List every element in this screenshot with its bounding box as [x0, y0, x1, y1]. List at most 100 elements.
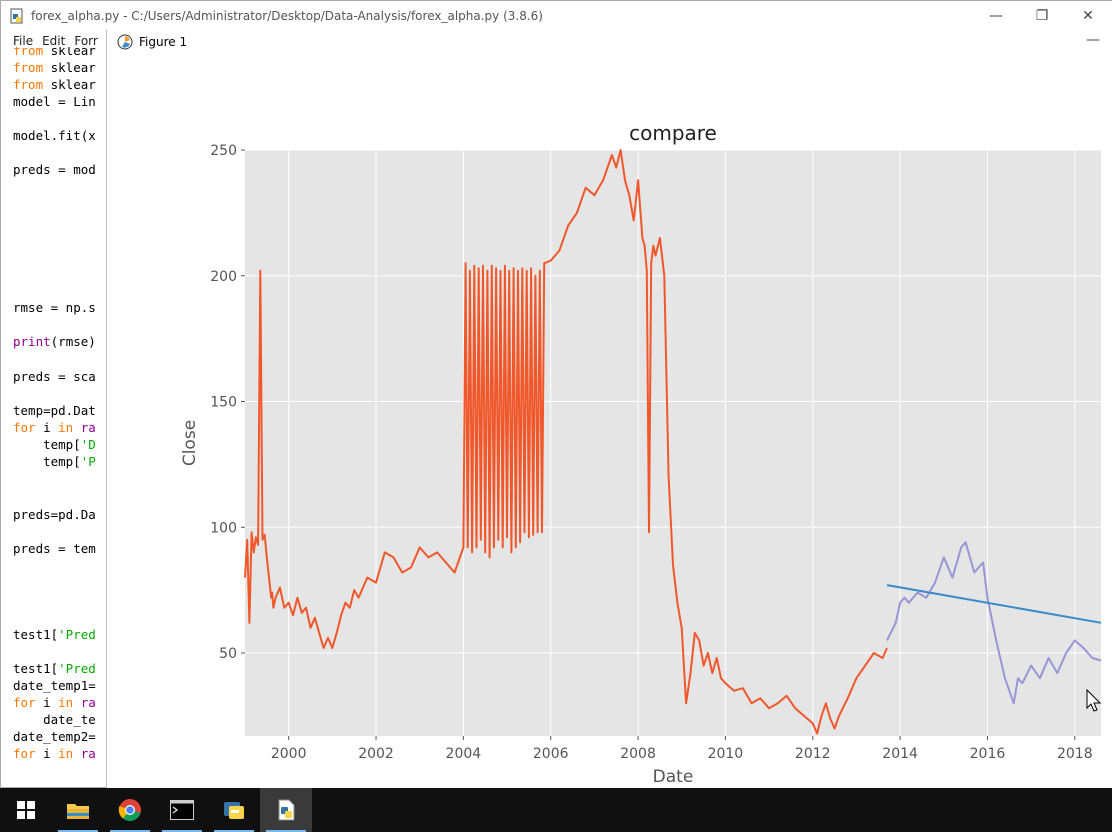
figure-title-text: Figure 1	[139, 35, 188, 49]
x-tick-label: 2010	[708, 746, 744, 762]
menu-edit[interactable]: Edit	[42, 34, 66, 48]
series-line-pred	[886, 584, 1102, 624]
mouse-cursor-icon	[1086, 688, 1102, 712]
code-line: preds = sca	[13, 369, 96, 384]
x-tick-label: 2018	[1057, 746, 1093, 762]
y-tick-label: 150	[210, 395, 237, 411]
y-tick-label: 200	[210, 269, 237, 285]
menu-file[interactable]: File	[13, 34, 34, 48]
terminal-icon	[170, 800, 194, 820]
chrome-icon	[118, 799, 141, 821]
python-file-icon	[10, 8, 23, 24]
code-token: preds = sca	[13, 369, 96, 384]
code-line: temp['P	[13, 454, 96, 469]
python-icon	[224, 802, 244, 819]
window-controls: — ❐ ✕	[973, 1, 1111, 31]
code-line: date_temp2=	[13, 729, 96, 744]
matplotlib-figure-window: 2000 2002 2004 2006 2008 2010 2012 2014 2016 2018…	[106, 30, 1112, 788]
taskbar-command-prompt[interactable]	[156, 788, 208, 832]
code-token: temp[	[13, 437, 81, 452]
code-line: preds = mod	[13, 162, 96, 177]
figure-minimize-button[interactable]: —	[1086, 32, 1100, 48]
series-line-valid	[886, 541, 1102, 705]
code-token: 'Pred	[58, 627, 96, 642]
x-tick-label: 2008	[620, 746, 656, 762]
code-line: date_temp1=	[13, 678, 96, 693]
code-token: 'D	[80, 437, 96, 452]
matplotlib-icon	[117, 34, 133, 50]
code-line: test1['Pred	[13, 661, 96, 676]
code-line: temp=pd.Dat	[13, 403, 96, 418]
code-token: ra	[80, 420, 96, 435]
window-title: forex_alpha.py - C:/Users/Administrator/…	[31, 9, 543, 23]
taskbar-python-file[interactable]	[260, 788, 312, 832]
code-line: model = Lin	[13, 94, 96, 109]
code-token: test1[	[13, 627, 59, 642]
code-line: from sklear	[13, 47, 96, 58]
code-token: from	[13, 60, 44, 75]
close-button[interactable]: ✕	[1082, 8, 1094, 24]
figure-titlebar[interactable]: Figure 1	[117, 34, 187, 50]
code-line: from sklear	[13, 60, 96, 75]
taskbar-chrome[interactable]	[104, 788, 156, 832]
code-token: model = Lin	[13, 94, 96, 109]
code-line: for i in ra	[13, 695, 96, 710]
code-token: from	[13, 47, 44, 58]
code-token: in	[58, 746, 74, 761]
code-line: date_te	[13, 712, 96, 727]
window-titlebar[interactable]: forex_alpha.py - C:/Users/Administrator/…	[1, 1, 1112, 31]
code-token: temp[	[13, 454, 81, 469]
code-token: sklear	[43, 77, 96, 92]
menu-format[interactable]: Forr	[74, 34, 98, 48]
code-token: i	[35, 746, 59, 761]
code-editor[interactable]: from sklear from sklear from sklear model =…	[7, 47, 107, 769]
y-axis-label: Close	[180, 420, 200, 466]
code-token: in	[58, 695, 74, 710]
restore-button[interactable]: ❐	[1035, 8, 1049, 24]
code-token: 'Pred	[58, 661, 96, 676]
code-token	[73, 746, 81, 761]
code-token: ra	[80, 695, 96, 710]
windows-logo-icon	[17, 801, 35, 819]
taskbar-file-explorer[interactable]	[52, 788, 104, 832]
series-line-train	[244, 149, 888, 735]
x-tick-label: 2012	[795, 746, 831, 762]
code-token	[73, 695, 81, 710]
code-token: for	[13, 746, 36, 761]
code-line: rmse = np.s	[13, 300, 96, 315]
code-token: date_te	[13, 712, 96, 727]
code-token: in	[58, 420, 74, 435]
y-tick-label: 50	[219, 646, 237, 662]
code-token: date_temp1=	[13, 678, 96, 693]
taskbar	[0, 788, 1112, 832]
code-token: from	[13, 77, 44, 92]
x-tick-label: 2006	[533, 746, 569, 762]
code-token: for	[13, 695, 36, 710]
code-token: sklear	[43, 47, 96, 58]
code-token: 'P	[80, 454, 96, 469]
python-file-icon	[278, 799, 295, 821]
x-tick-label: 2016	[970, 746, 1006, 762]
code-line: preds=pd.Da	[13, 507, 96, 522]
code-token: sklear	[43, 60, 96, 75]
code-token: test1[	[13, 661, 59, 676]
code-token: temp=pd.Dat	[13, 403, 96, 418]
code-token: rmse = np.s	[13, 300, 96, 315]
code-token: (rmse)	[50, 334, 96, 349]
code-line: temp['D	[13, 437, 96, 452]
start-button[interactable]	[0, 788, 52, 832]
code-token: preds=pd.Da	[13, 507, 96, 522]
minimize-button[interactable]: —	[989, 8, 1003, 24]
taskbar-python[interactable]	[208, 788, 260, 832]
code-token: preds = mod	[13, 162, 96, 177]
code-line: model.fit(x	[13, 128, 96, 143]
code-line: for i in ra	[13, 420, 96, 435]
folder-icon	[67, 804, 89, 819]
plot-area	[245, 150, 1101, 736]
code-line: print(rmse)	[13, 334, 96, 349]
code-token: preds = tem	[13, 541, 96, 556]
x-tick-label: 2002	[358, 746, 394, 762]
code-token: print	[13, 334, 51, 349]
y-tick-label: 250	[210, 143, 237, 159]
code-token: for	[13, 420, 36, 435]
